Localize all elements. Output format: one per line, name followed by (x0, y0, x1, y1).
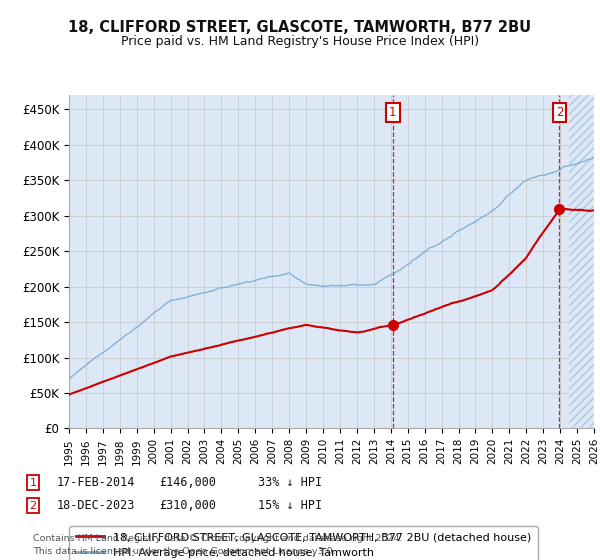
Text: 1: 1 (29, 478, 37, 488)
Text: £310,000: £310,000 (159, 499, 216, 512)
Bar (569, 95, 594, 428)
Text: 33% ↓ HPI: 33% ↓ HPI (258, 476, 322, 489)
Legend: 18, CLIFFORD STREET, GLASCOTE, TAMWORTH, B77 2BU (detached house), HPI: Average : 18, CLIFFORD STREET, GLASCOTE, TAMWORTH,… (70, 526, 538, 560)
Text: 2: 2 (556, 106, 563, 119)
Text: 1: 1 (389, 106, 397, 119)
Text: 2: 2 (29, 501, 37, 511)
Text: Price paid vs. HM Land Registry's House Price Index (HPI): Price paid vs. HM Land Registry's House … (121, 35, 479, 48)
Text: Contains HM Land Registry data © Crown copyright and database right 2024.
This d: Contains HM Land Registry data © Crown c… (33, 534, 403, 556)
Text: 18-DEC-2023: 18-DEC-2023 (57, 499, 136, 512)
Text: 18, CLIFFORD STREET, GLASCOTE, TAMWORTH, B77 2BU: 18, CLIFFORD STREET, GLASCOTE, TAMWORTH,… (68, 20, 532, 35)
Text: 17-FEB-2014: 17-FEB-2014 (57, 476, 136, 489)
Text: 15% ↓ HPI: 15% ↓ HPI (258, 499, 322, 512)
Text: £146,000: £146,000 (159, 476, 216, 489)
